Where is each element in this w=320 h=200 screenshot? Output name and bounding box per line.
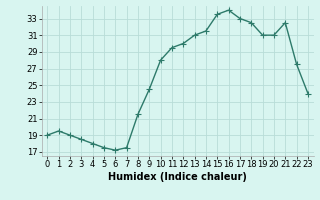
X-axis label: Humidex (Indice chaleur): Humidex (Indice chaleur) (108, 172, 247, 182)
